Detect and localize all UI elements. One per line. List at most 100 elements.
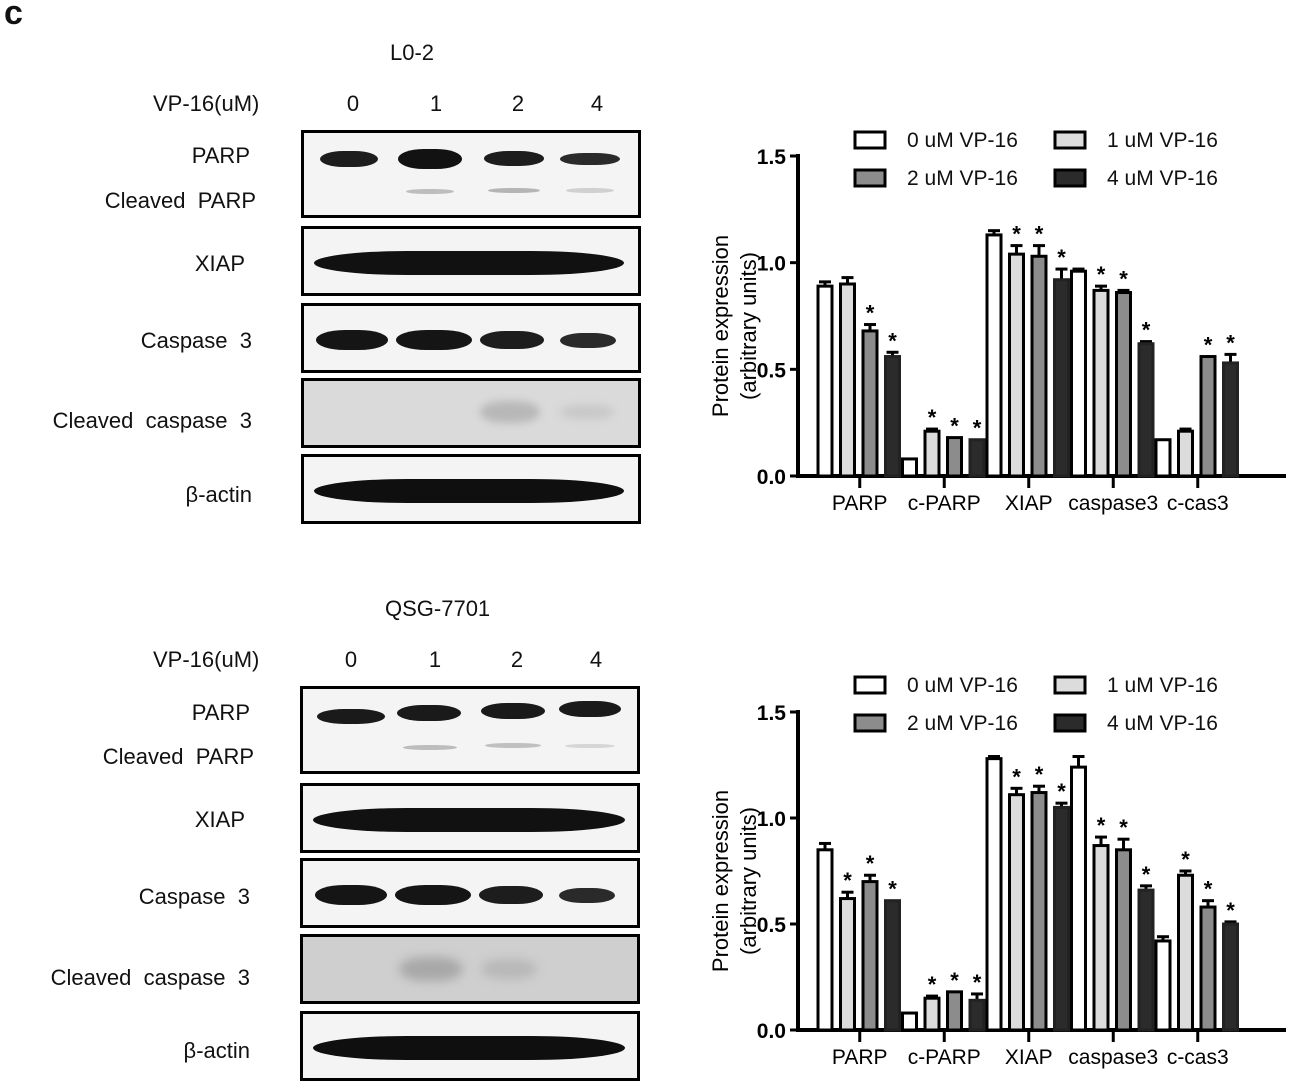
row-label: PARP [191,700,250,725]
legend-swatch [853,675,887,695]
bar [985,233,1003,478]
blot-xiap [301,226,641,296]
legend-label: 0 uM VP-16 [907,129,1018,152]
bar [1115,291,1132,478]
significance-star: * [1119,815,1128,840]
bar [839,897,856,1032]
bar [839,282,856,478]
significance-star: * [1142,862,1151,887]
blot-caspase3 [300,858,640,928]
legend-item: 2 uM VP-16 [853,712,1018,735]
svg-text:(arbitrary units): (arbitrary units) [736,807,761,955]
x-tick-label: caspase3 [1068,1046,1158,1069]
bar [1154,438,1172,478]
bar [901,1011,918,1032]
x-tick-label: PARP [832,1046,888,1069]
row-label: Cleaved PARP [102,744,254,769]
legend-item: 0 uM VP-16 [853,674,1018,697]
blot-cleaved-caspase3 [301,378,641,448]
significance-star: * [888,877,897,902]
bar [1092,288,1110,478]
bar-chart-qsg7701: 0 uM VP-16 1 uM VP-16 2 uM VP-16 4 uM VP-16… [708,674,1286,1069]
significance-star: * [866,301,875,326]
legend-item: 1 uM VP-16 [1053,674,1218,697]
lane-label: 1 [428,647,442,672]
blot-parp [301,130,641,218]
significance-star: * [1097,262,1106,287]
row-label: Caspase 3 [140,328,252,353]
bar [861,880,879,1032]
bar [816,848,834,1032]
legend-swatch [1053,675,1087,695]
blot-parp [300,686,640,774]
lane-label: 2 [511,91,525,116]
bar [1222,361,1239,478]
legend-swatch [1053,130,1087,150]
significance-star: * [973,970,982,995]
significance-star: * [1204,877,1213,902]
bar [901,457,918,478]
x-tick-label: c-PARP [908,1046,981,1069]
significance-star: * [1035,222,1044,247]
significance-star: * [1012,222,1021,247]
x-tick-label: c-cas3 [1167,1046,1229,1069]
x-tick-label: XIAP [1005,492,1053,515]
blot-beta-actin [301,454,641,524]
row-label: Cleaved caspase 3 [52,408,252,433]
bar [1222,922,1239,1032]
legend-label: 1 uM VP-16 [1107,674,1218,697]
y-tick-label: 1.5 [757,146,787,169]
bar [1008,252,1025,478]
significance-star: * [1204,333,1213,358]
significance-star: * [1057,779,1066,804]
legend-label: 2 uM VP-16 [907,167,1018,190]
lane-label: 1 [429,91,443,116]
legend-swatch [1053,168,1087,188]
significance-star: * [973,416,982,441]
lane-label: 0 [346,91,360,116]
bar [1053,278,1070,478]
treatment-label: VP-16(uM) [153,91,260,116]
y-axis-label: Protein expression (arbitrary units) [708,790,761,972]
legend-item: 2 uM VP-16 [853,167,1018,190]
legend-label: 1 uM VP-16 [1107,129,1218,152]
significance-star: * [928,405,937,430]
blot-beta-actin [300,1011,640,1081]
significance-star: * [1181,847,1190,872]
legend-label: 4 uM VP-16 [1107,712,1218,735]
bar [1070,765,1087,1032]
y-tick-label: 1.0 [757,253,786,276]
significance-star: * [866,851,875,876]
blot-xiap [300,783,640,853]
lane-label: 0 [344,647,358,672]
x-tick-label: PARP [832,492,888,515]
x-tick-label: caspase3 [1068,492,1158,515]
legend-item: 1 uM VP-16 [1053,129,1218,152]
legend-item: 4 uM VP-16 [1053,712,1218,735]
significance-star: * [1226,898,1235,923]
bar [1053,805,1070,1032]
bar [923,996,941,1032]
row-label: Cleaved PARP [104,188,256,213]
y-tick-label: 0.5 [757,359,787,382]
y-tick-label: 0.0 [757,466,786,489]
bar [968,438,986,478]
bar [1154,939,1172,1032]
significance-star: * [950,968,959,993]
significance-star: * [888,328,897,353]
legend-item: 0 uM VP-16 [853,129,1018,152]
bar [1008,793,1025,1032]
significance-star: * [1035,762,1044,787]
legend-label: 4 uM VP-16 [1107,167,1218,190]
lane-label: 4 [590,91,604,116]
significance-star: * [1226,330,1235,355]
significance-star: * [1119,266,1128,291]
legend-label: 2 uM VP-16 [907,712,1018,735]
svg-text:(arbitrary units): (arbitrary units) [736,252,761,400]
legend-label: 0 uM VP-16 [907,674,1018,697]
bar [1070,269,1087,478]
treatment-label: VP-16(uM) [153,647,260,672]
panel-letter: c [4,0,23,32]
lane-label: 4 [589,647,603,672]
svg-text:Protein expression: Protein expression [708,790,733,972]
